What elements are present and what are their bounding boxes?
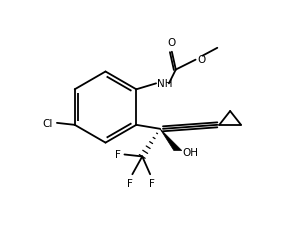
Text: O: O (198, 54, 206, 64)
Text: Cl: Cl (43, 118, 53, 128)
Text: F: F (127, 178, 133, 188)
Text: F: F (149, 178, 155, 188)
Text: F: F (115, 150, 121, 160)
Text: O: O (168, 38, 176, 48)
Polygon shape (160, 129, 182, 151)
Text: NH: NH (157, 79, 173, 89)
Text: OH: OH (183, 148, 199, 158)
